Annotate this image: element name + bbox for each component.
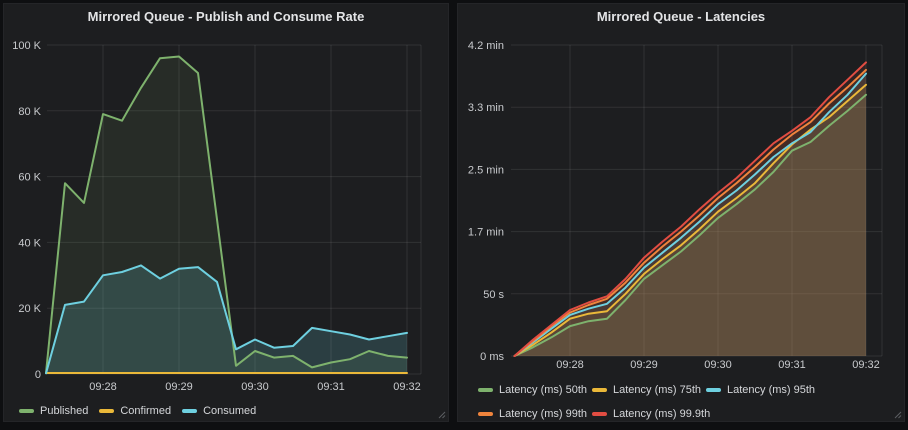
legend-item-confirmed[interactable]: Confirmed xyxy=(99,403,171,418)
x-axis-tick-label: 09:32 xyxy=(393,381,421,393)
x-axis-tick-label: 09:29 xyxy=(630,359,658,371)
legend-swatch-icon xyxy=(478,411,493,416)
x-axis-tick-label: 09:32 xyxy=(852,359,880,371)
y-axis-tick-label: 100 K xyxy=(12,40,41,52)
latencies-chart[interactable]: 0 ms 50 s 1.7 min 2.5 min 3.3 min 4.2 min 09:2… xyxy=(458,4,906,423)
series-line-Latency (ms) 99.9th xyxy=(513,61,867,357)
latencies-legend: Latency (ms) 50th Latency (ms) 75th Latenc… xyxy=(478,382,820,421)
panel-resize-handle-icon[interactable] xyxy=(437,410,446,419)
legend-swatch-icon xyxy=(592,387,607,392)
series-area-Latency (ms) 99.9th xyxy=(514,62,866,357)
y-axis-tick-label: 4.2 min xyxy=(468,40,504,52)
y-axis-tick-label: 0 xyxy=(35,369,41,381)
legend-item-latency-ms-99.9th[interactable]: Latency (ms) 99.9th xyxy=(592,406,710,421)
x-axis-tick-label: 09:28 xyxy=(89,381,117,393)
legend-label: Confirmed xyxy=(120,404,172,417)
legend-item-latency-ms-95th[interactable]: Latency (ms) 95th xyxy=(706,382,820,397)
y-axis-tick-label: 60 K xyxy=(18,172,41,184)
legend-item-published[interactable]: Published xyxy=(19,403,88,418)
y-axis-tick-label: 0 ms xyxy=(480,351,504,363)
y-axis-tick-label: 50 s xyxy=(483,289,504,301)
legend-swatch-icon xyxy=(706,387,721,392)
series-line-Published xyxy=(45,55,408,374)
legend-item-latency-ms-50th[interactable]: Latency (ms) 50th xyxy=(478,382,592,397)
legend-item-latency-ms-99th[interactable]: Latency (ms) 99th xyxy=(478,406,592,421)
series-line-Latency (ms) 75th xyxy=(513,83,867,357)
panel-publish-consume-rate: Mirrored Queue - Publish and Consume Rat… xyxy=(3,3,449,422)
legend-label: Latency (ms) 95th xyxy=(727,383,816,396)
y-axis-tick-label: 1.7 min xyxy=(468,227,504,239)
legend-swatch-icon xyxy=(592,411,607,416)
legend-label: Latency (ms) 99th xyxy=(499,407,588,420)
legend-swatch-icon xyxy=(99,408,115,413)
legend-label: Latency (ms) 99.9th xyxy=(613,407,711,420)
legend-swatch-icon xyxy=(478,387,493,392)
series-line-Consumed xyxy=(45,264,408,375)
legend-item-latency-ms-75th[interactable]: Latency (ms) 75th xyxy=(592,382,706,397)
series-area-Latency (ms) 99th xyxy=(514,69,866,357)
legend-label: Consumed xyxy=(203,404,257,417)
y-axis-tick-label: 3.3 min xyxy=(468,102,504,114)
x-axis-tick-label: 09:30 xyxy=(704,359,732,371)
y-axis-tick-label: 80 K xyxy=(18,106,41,118)
publish-consume-legend: Published Confirmed Consumed xyxy=(19,403,256,418)
x-axis-tick-label: 09:28 xyxy=(556,359,584,371)
y-axis-tick-label: 2.5 min xyxy=(468,164,504,176)
panel-title-publish-consume-rate[interactable]: Mirrored Queue - Publish and Consume Rat… xyxy=(87,9,365,24)
legend-swatch-icon xyxy=(182,408,198,413)
legend-item-consumed[interactable]: Consumed xyxy=(182,403,256,418)
legend-swatch-icon xyxy=(19,408,34,413)
series-area-Consumed xyxy=(46,265,407,374)
series-line-Latency (ms) 50th xyxy=(513,93,867,357)
y-axis-tick-label: 40 K xyxy=(18,237,41,249)
x-axis-tick-label: 09:31 xyxy=(778,359,806,371)
series-line-Latency (ms) 99th xyxy=(513,68,867,357)
panel-title-latencies[interactable]: Mirrored Queue - Latencies xyxy=(596,9,766,24)
panel-latencies: Mirrored Queue - Latencies 0 ms 50 s 1.7 m… xyxy=(457,3,905,422)
legend-label: Latency (ms) 50th xyxy=(499,383,588,396)
x-axis-tick-label: 09:30 xyxy=(241,381,269,393)
series-area-Latency (ms) 95th xyxy=(514,73,866,356)
series-area-Published xyxy=(46,56,407,374)
legend-label: Latency (ms) 75th xyxy=(613,383,702,396)
y-axis-tick-label: 20 K xyxy=(18,303,41,315)
panel-resize-handle-icon[interactable] xyxy=(893,410,902,419)
series-line-Latency (ms) 95th xyxy=(513,72,867,357)
series-area-Latency (ms) 50th xyxy=(514,94,866,357)
legend-label: Published xyxy=(40,404,89,417)
x-axis-tick-label: 09:29 xyxy=(165,381,193,393)
publish-consume-rate-chart[interactable]: 0 20 K 40 K 60 K 80 K 100 K 09:28 09:29 09:30 09:… xyxy=(4,4,450,423)
x-axis-tick-label: 09:31 xyxy=(317,381,345,393)
series-area-Latency (ms) 75th xyxy=(514,84,866,357)
